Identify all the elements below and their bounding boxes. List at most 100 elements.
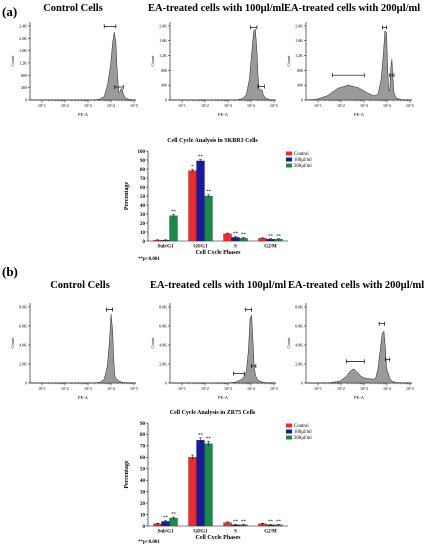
legend-label: 200µl/ml: [294, 164, 312, 169]
significance-marker: **: [233, 520, 239, 525]
x-tick-label: 10^3: [360, 103, 368, 108]
x-tick-label: 10^5: [270, 103, 278, 108]
x-axis-label: Cell Cycle Phases: [196, 250, 242, 255]
y-tick-label: 60: [140, 186, 146, 191]
y-axis-label: Count: [286, 55, 291, 67]
y-axis-label: Count: [10, 337, 15, 349]
x-tick-label: 10^4: [107, 386, 115, 391]
y-tick-label: 40: [140, 204, 146, 209]
histogram-b2-title: EA-treated cells with 100µl/ml: [150, 280, 287, 291]
x-tick-label: G0/G1: [193, 530, 208, 535]
bar: [169, 215, 178, 242]
y-tick-label: 2.0K: [19, 36, 27, 41]
barchart-a-footnote: **p<0.001: [138, 257, 160, 262]
y-tick-label: 0: [301, 381, 303, 386]
y-tick-label: 400: [297, 83, 303, 88]
y-tick-label: 1.2K: [19, 60, 27, 65]
histogram-a3: 0 400 800 1.2K 1.6K 2.0K 10^1 10^2 10^3 10^4 10^5 P…: [286, 22, 414, 117]
y-axis-label: Percentage: [124, 460, 130, 489]
bar: [196, 440, 205, 527]
x-tick-label: 10^2: [201, 386, 209, 391]
y-tick-label: 2.0K: [19, 362, 27, 367]
y-tick-label: 6.0K: [19, 324, 27, 329]
x-tick-label: 10^1: [178, 103, 186, 108]
x-tick-label: 10^4: [383, 386, 391, 391]
legend-label: Control: [294, 152, 309, 157]
histogram-b2: 0 2.0K 4.0K 6.0K 8.0K 10^1 10^2 10^3 10^4 10^5 PE-…: [150, 303, 278, 400]
x-tick-label: 10^3: [84, 103, 92, 108]
y-tick-label: 6.0K: [295, 324, 303, 329]
y-tick-label: 0: [301, 98, 303, 103]
y-tick-label: 0: [143, 240, 146, 245]
significance-marker: **: [241, 520, 247, 525]
significance-marker: **: [171, 513, 177, 518]
y-tick-label: 8.0K: [19, 305, 27, 310]
x-tick-label: 10^3: [224, 103, 232, 108]
legend-swatch: [286, 157, 292, 162]
y-tick-label: 90: [140, 422, 146, 427]
x-tick-label: S: [234, 530, 237, 535]
legend-swatch: [286, 429, 292, 434]
x-tick-label: 10^5: [270, 386, 278, 391]
y-tick-label: 0: [25, 381, 27, 386]
x-axis-label: PE-A: [78, 112, 89, 117]
x-tick-label: 10^3: [224, 386, 232, 391]
legend-label: Control: [294, 424, 309, 429]
x-tick-label: G0/G1: [193, 245, 208, 250]
histogram-area: [30, 314, 137, 384]
y-tick-label: 20: [140, 222, 146, 227]
x-tick-label: 10^1: [178, 386, 186, 391]
y-tick-label: 10: [140, 231, 146, 236]
x-tick-label: 10^5: [130, 386, 138, 391]
x-tick-label: 10^2: [201, 103, 209, 108]
bar: [223, 233, 232, 242]
x-tick-label: 10^4: [247, 386, 255, 391]
y-tick-label: 4.0K: [19, 343, 27, 348]
x-tick-label: S: [234, 245, 237, 250]
x-tick-label: 10^2: [337, 386, 345, 391]
x-axis-label: PE-A: [218, 395, 229, 400]
bar: [196, 160, 205, 242]
y-tick-label: 1.2K: [159, 53, 167, 58]
x-tick-label: 10^1: [38, 103, 46, 108]
histogram-b3-title: EA-treated cells with 200µl/ml: [288, 280, 425, 291]
y-tick-label: 30: [140, 213, 146, 218]
y-tick-label: 800: [21, 73, 27, 78]
y-tick-label: 80: [140, 433, 146, 438]
y-tick-label: 50: [140, 468, 146, 473]
barchart-b-footnote: **p<0.001: [138, 540, 160, 545]
x-axis-label: PE-A: [218, 112, 229, 117]
y-tick-label: 800: [161, 68, 167, 73]
x-tick-label: 10^4: [107, 103, 115, 108]
significance-marker: **: [276, 520, 282, 525]
significance-marker: **: [171, 210, 177, 215]
y-tick-label: 30: [140, 490, 146, 495]
y-tick-label: 8.0K: [159, 305, 167, 310]
histogram-area: [305, 30, 413, 101]
legend-swatch: [286, 163, 292, 168]
histogram-a3-title: EA-treated cells with 200µl/ml: [284, 3, 421, 14]
y-tick-label: 400: [161, 83, 167, 88]
bar: [188, 170, 197, 242]
x-axis-label: Cell Cycle Phases: [196, 535, 242, 540]
y-tick-label: 1.2K: [295, 53, 303, 58]
y-tick-label: 1.6K: [19, 48, 27, 53]
barchart-a-title: Cell Cycle Analysis in SKBR3 Cells: [167, 138, 258, 144]
y-tick-label: 4.0K: [159, 343, 167, 348]
x-tick-label: 10^4: [383, 103, 391, 108]
y-tick-label: 0: [165, 98, 167, 103]
x-tick-label: G2/M: [264, 530, 277, 535]
x-tick-label: 10^1: [314, 103, 322, 108]
x-tick-label: 10^3: [360, 386, 368, 391]
histogram-area: [170, 315, 277, 384]
y-tick-label: 2.0K: [159, 362, 167, 367]
x-axis-label: PE-A: [78, 395, 89, 400]
x-tick-label: G2/M: [264, 245, 277, 250]
panel-b-label: (b): [2, 264, 18, 279]
y-tick-label: 0: [143, 525, 146, 530]
y-tick-label: 4.0K: [295, 343, 303, 348]
y-tick-label: 8.0K: [295, 305, 303, 310]
y-tick-label: 100: [138, 150, 146, 155]
y-tick-label: 400: [21, 85, 27, 90]
x-axis-label: PE-A: [354, 112, 365, 117]
